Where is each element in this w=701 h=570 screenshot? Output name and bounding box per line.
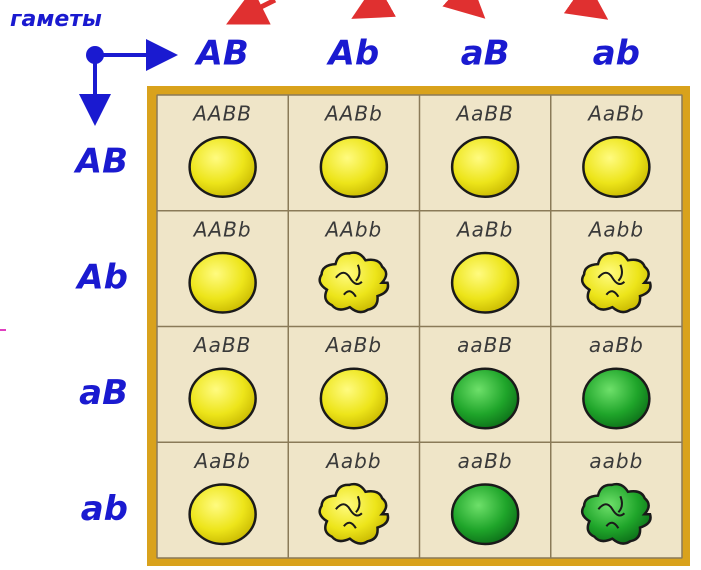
pea-round	[450, 483, 520, 546]
pea-round	[188, 251, 257, 314]
pea-round	[450, 367, 520, 430]
pea-round	[582, 367, 651, 430]
decor-arrows	[0, 0, 609, 331]
row-gamete: AB	[73, 142, 128, 182]
genotype: AaBb	[586, 102, 644, 126]
genotype: AaBb	[455, 217, 513, 241]
pea-round	[582, 136, 651, 198]
pea-wrinkle-lines	[335, 495, 363, 529]
pea-round	[188, 367, 257, 430]
genotype: AaBB	[192, 333, 251, 357]
column-gamete: aB	[461, 34, 510, 74]
pea-round	[188, 483, 257, 546]
genotype: AABb	[192, 217, 252, 241]
row-gamete: ab	[81, 489, 128, 529]
column-gamete: AB	[194, 34, 249, 74]
genotype: AaBB	[454, 102, 513, 126]
gametes-label: гаметы	[10, 7, 102, 32]
genotype: aaBb	[589, 333, 644, 357]
pea-round	[319, 367, 389, 430]
pea-round	[450, 136, 520, 198]
row-gamete: aB	[79, 373, 128, 413]
genotype: Aabb	[587, 217, 644, 241]
genotype: AABb	[323, 102, 383, 126]
pea-wrinkle-lines	[597, 495, 626, 529]
genotype: AAbb	[323, 217, 382, 241]
genotype: AaBb	[192, 449, 250, 473]
pea-round	[450, 251, 520, 314]
pea-wrinkle-lines	[597, 264, 626, 298]
genotype: AaBb	[324, 333, 382, 357]
column-gamete: ab	[593, 34, 640, 74]
genotype: aabb	[589, 449, 643, 473]
row-gamete: Ab	[74, 257, 128, 297]
genotype: aaBb	[458, 449, 513, 473]
pea-round	[188, 136, 257, 198]
genotype: aaBB	[457, 333, 513, 357]
column-gamete: Ab	[326, 34, 380, 74]
pea-wrinkle-lines	[335, 264, 363, 298]
pea-round	[319, 136, 389, 198]
genotype: AABB	[191, 102, 252, 126]
genotype: Aabb	[324, 449, 381, 473]
